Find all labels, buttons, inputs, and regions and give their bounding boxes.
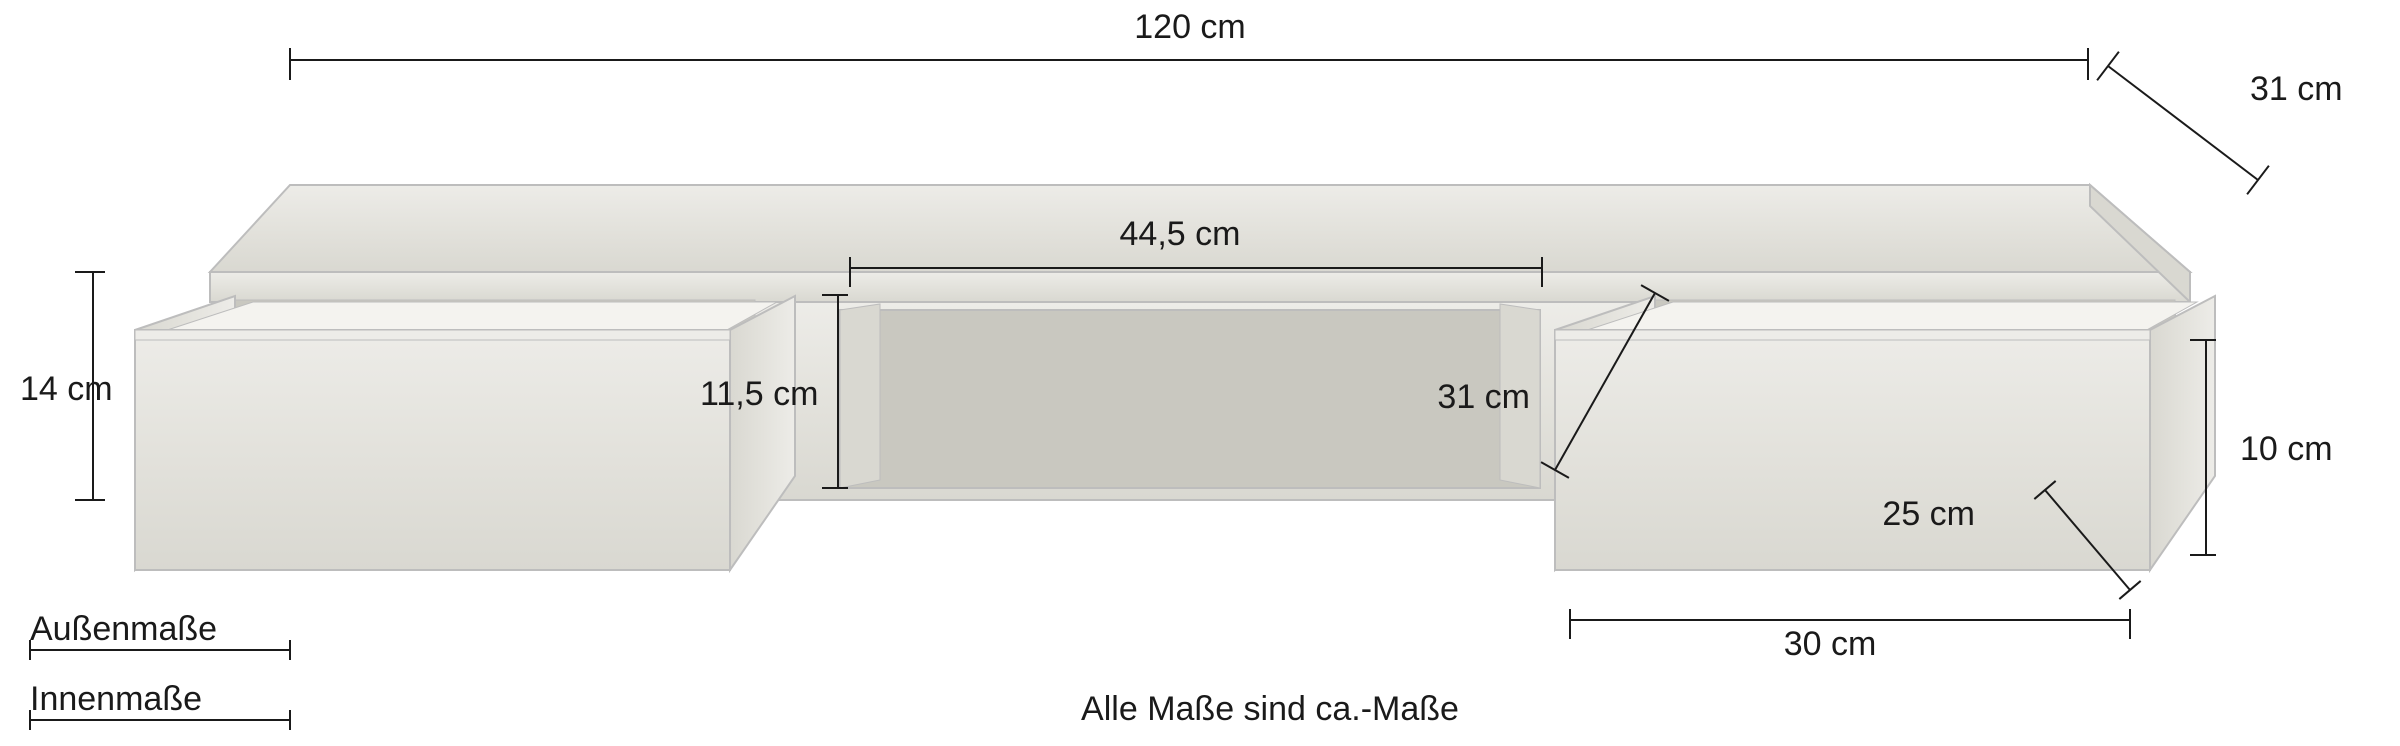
label-depth: 31 cm [2250, 70, 2343, 108]
footer-note: Alle Maße sind ca.-Maße [1081, 690, 1459, 728]
label-drawer-inner-d: 25 cm [1882, 495, 1975, 533]
legend: Außenmaße Innenmaße [30, 610, 290, 730]
label-height: 14 cm [20, 370, 113, 408]
label-opening-height: 11,5 cm [700, 375, 818, 413]
legend-outer-label: Außenmaße [30, 610, 217, 648]
label-drawer-inner-w: 30 cm [1784, 625, 1877, 663]
label-width: 120 cm [1134, 8, 1246, 46]
label-drawer-inner-h: 10 cm [2240, 430, 2333, 468]
dimension-drawing: 120 cm 31 cm 14 cm 44,5 cm 11,5 cm 31 cm… [0, 0, 2400, 746]
legend-inner-label: Innenmaße [30, 680, 202, 718]
label-opening-width: 44,5 cm [1120, 215, 1241, 253]
label-drawer-depth: 31 cm [1437, 378, 1530, 416]
